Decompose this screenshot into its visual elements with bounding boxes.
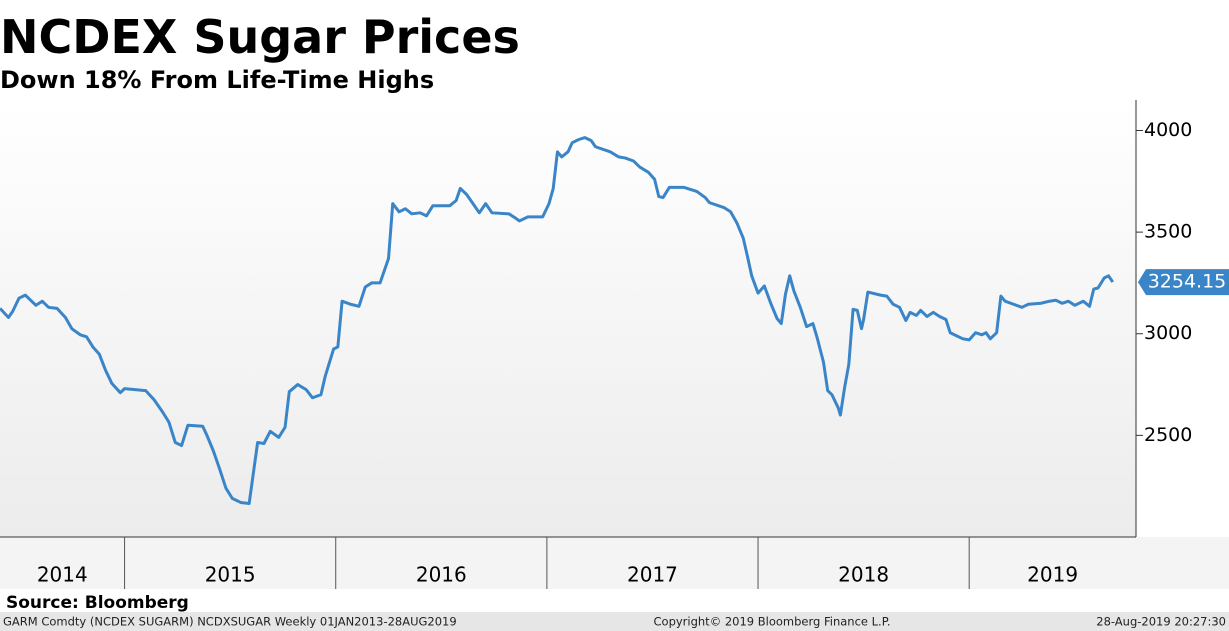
last-value-label: 3254.15 [1148, 271, 1227, 293]
footer-bar [0, 612, 1229, 631]
source: Source: Bloomberg [6, 593, 189, 613]
x-tick-label: 2014 [37, 563, 88, 587]
plot-background [0, 100, 1136, 537]
x-tick-label: 2017 [627, 563, 678, 587]
price-line [0, 136, 1115, 505]
x-tick-label: 2018 [838, 563, 889, 587]
chart-subtitle: Down 18% From Life-Time Highs [0, 66, 434, 94]
y-tick-label: 2500 [1144, 424, 1192, 446]
chart-title: NCDEX Sugar Prices [0, 10, 520, 64]
y-tick-label: 3500 [1144, 221, 1192, 243]
y-tick-label: 4000 [1144, 119, 1192, 141]
footer-right: 28-Aug-2019 20:27:30 [1096, 615, 1226, 629]
last-value-tag [1138, 269, 1229, 296]
footer-left: GARM Comdty (NCDEX SUGARM) NCDXSUGAR Wee… [3, 615, 457, 629]
x-tick-label: 2019 [1027, 563, 1078, 587]
y-tick-label: 3000 [1144, 322, 1192, 344]
footer-center: Copyright© 2019 Bloomberg Finance L.P. [654, 615, 891, 629]
x-tick-label: 2015 [205, 563, 256, 587]
x-tick-label: 2016 [416, 563, 467, 587]
x-axis-band [0, 537, 1229, 589]
